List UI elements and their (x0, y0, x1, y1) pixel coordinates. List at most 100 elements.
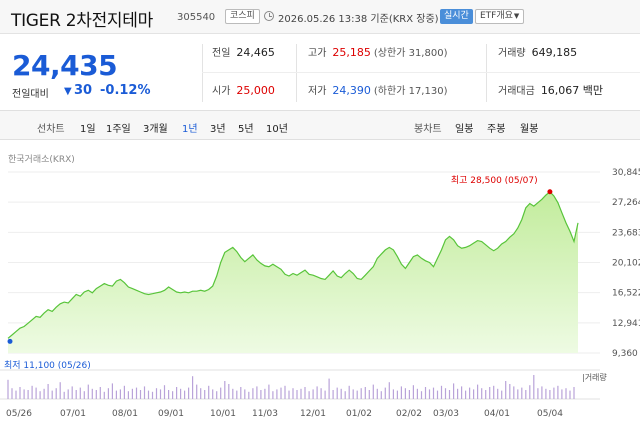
price-line (7, 190, 579, 339)
change-rate: -0.12% (100, 83, 151, 98)
volume-bar (400, 386, 402, 399)
volume-bar (87, 384, 89, 399)
volume-bar (15, 390, 17, 399)
down-arrow-icon: ▼ (64, 86, 72, 97)
market-badge: 코스피 (225, 9, 260, 24)
clock-icon (264, 11, 274, 21)
tab-5y[interactable]: 5년 (238, 124, 254, 135)
volume-bar (436, 390, 439, 399)
x-tick-label: 12/01 (300, 409, 326, 419)
stat-value: 25,185 (332, 46, 371, 59)
volume-bar (196, 384, 198, 399)
tab-daily[interactable]: 일봉 (455, 124, 474, 135)
stat-label: 고가 (308, 48, 327, 59)
volume-bar (312, 389, 314, 399)
volume-bar (188, 387, 190, 399)
volume-bar (240, 387, 242, 399)
tab-3m[interactable]: 3개월 (143, 124, 168, 135)
stat-upper-limit: (상한가 31,800) (373, 48, 448, 59)
volume-bar (59, 382, 61, 399)
volume-bar (272, 391, 274, 399)
volume-bar (453, 383, 455, 399)
volume-bar (549, 390, 551, 399)
volume-bar (71, 386, 73, 399)
volume-bar (35, 387, 37, 399)
volume-bar (131, 388, 133, 399)
volume-bar (79, 387, 81, 399)
tab-monthly[interactable]: 월봉 (520, 124, 539, 135)
change-label: 전일대비 (12, 89, 49, 100)
volume-bar (91, 388, 93, 399)
x-tick-label: 08/01 (112, 409, 138, 419)
volume-bar (236, 390, 238, 399)
volume-bar (75, 390, 77, 399)
stat-value: 16,067 백만 (540, 84, 604, 97)
volume-bar (557, 385, 559, 399)
volume-bar (176, 387, 178, 399)
volume-bar (123, 385, 125, 399)
tab-3y[interactable]: 3년 (210, 124, 226, 135)
tab-10y[interactable]: 10년 (266, 124, 288, 135)
volume-bar (115, 390, 117, 399)
volume-bar (380, 391, 382, 399)
low-marker (7, 338, 13, 344)
stat-lower-limit: (하한가 17,130) (373, 86, 448, 97)
x-tick-label: 01/02 (346, 409, 372, 419)
volume-bar (232, 388, 234, 399)
volume-bar (416, 388, 418, 399)
stat-amount: 거래대금 16,067 백만 (498, 72, 603, 110)
volume-bar (356, 390, 358, 399)
x-tick-label: 05/04 (537, 409, 563, 419)
volume-bar (457, 388, 459, 399)
volume-bar (320, 388, 322, 399)
volume-bar (308, 391, 310, 399)
y-tick-label: 23,683 (612, 228, 640, 238)
volume-bar (404, 388, 406, 399)
volume-bar (248, 391, 250, 399)
tab-1d[interactable]: 1일 (80, 124, 96, 135)
stat-value: 649,185 (531, 46, 578, 59)
volume-bar (336, 387, 338, 399)
volume-bar (147, 390, 150, 399)
price-chart[interactable]: 30,845 27,264 23,683 20,102 16,522 12,941 9,36… (0, 140, 640, 428)
volume-bar (151, 391, 154, 399)
y-tick-label: 20,102 (612, 259, 640, 269)
volume-bar (428, 389, 431, 399)
volume-bar (280, 387, 282, 399)
divider (296, 44, 297, 102)
y-tick-label: 30,845 (612, 168, 640, 178)
volume-bar (27, 390, 29, 399)
etf-info-button[interactable]: ETF개요▼ (475, 9, 525, 24)
volume-bar (509, 384, 511, 399)
volume-bar (99, 387, 101, 399)
x-tick-label: 11/03 (252, 409, 278, 419)
volume-bar (23, 389, 25, 399)
volume-bar (111, 383, 113, 399)
volume-bar (561, 389, 563, 399)
volume-bar (300, 388, 302, 399)
realtime-button[interactable]: 실시간 (440, 9, 473, 24)
volume-bar (376, 388, 378, 399)
tab-1y[interactable]: 1년 (182, 124, 198, 135)
volume-bar (545, 388, 547, 399)
volume-bar (448, 390, 451, 399)
volume-bar (469, 387, 471, 399)
volume-bar (569, 390, 571, 399)
price-summary: 24,435 전일대비 ▼ 30 -0.12% (0, 34, 202, 110)
chart-period-tabs: 선차트 1일 1주일 3개월 1년 3년 5년 10년 봉차트 일봉 주봉 월봉 (0, 110, 640, 140)
volume-bar (477, 384, 479, 399)
y-tick-label: 16,522 (612, 289, 640, 299)
volume-bar (288, 390, 290, 399)
volume-bar (163, 385, 166, 399)
volume-bar (461, 386, 463, 399)
stock-header: TIGER 2차전지테마 305540 코스피 2026.05.26 13:38… (0, 0, 640, 34)
high-annotation: 최고 28,500 (05/07) (451, 175, 538, 186)
stat-label: 거래대금 (498, 86, 535, 97)
high-marker (547, 189, 553, 195)
tab-1w[interactable]: 1주일 (106, 124, 131, 135)
volume-bar (168, 390, 170, 399)
volume-bar (208, 385, 210, 399)
tab-weekly[interactable]: 주봉 (487, 124, 506, 135)
x-tick-label: 04/01 (484, 409, 510, 419)
volume-bar (521, 387, 523, 399)
